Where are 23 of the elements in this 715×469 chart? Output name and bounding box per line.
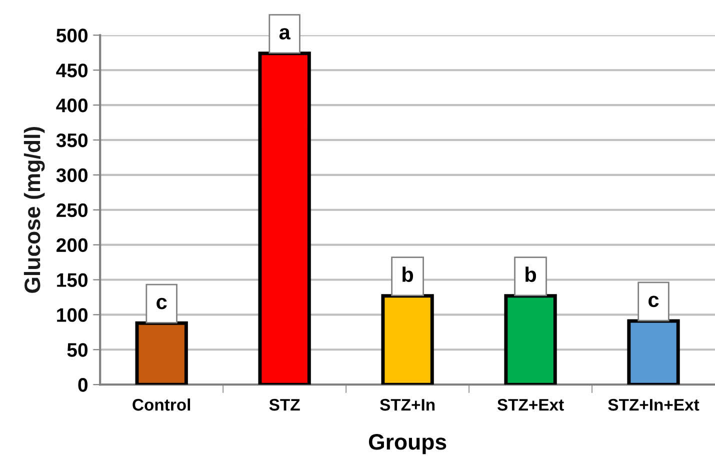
y-axis-title: Glucose (mg/dl) (24, 127, 45, 293)
x-tick-label: STZ (269, 398, 300, 411)
x-tick-label: STZ+Ext (497, 398, 564, 411)
x-tick-label: STZ+In+Ext (608, 398, 700, 411)
y-tick-label: 50 (67, 343, 88, 357)
annotation: b (526, 266, 536, 282)
x-tick-label: Control (132, 398, 190, 411)
x-axis-title: Groups (368, 434, 446, 454)
y-tick-label: 100 (57, 308, 88, 322)
annotation: c (156, 298, 167, 310)
annotation: c (648, 296, 659, 308)
y-tick-label: 400 (56, 98, 88, 112)
y-tick-label: 500 (56, 28, 88, 42)
annotation: a (279, 28, 290, 40)
y-tick-label: 450 (56, 64, 88, 78)
annotation: b (402, 266, 414, 282)
y-tick-label: 350 (56, 133, 88, 148)
y-tick-label: 150 (57, 273, 88, 287)
x-tick-label: STZ+In (380, 398, 435, 411)
y-tick-label: 200 (56, 238, 88, 252)
y-tick-label: 250 (56, 203, 88, 218)
y-tick-label: 300 (56, 168, 88, 182)
y-tick-label: 0 (78, 378, 88, 392)
